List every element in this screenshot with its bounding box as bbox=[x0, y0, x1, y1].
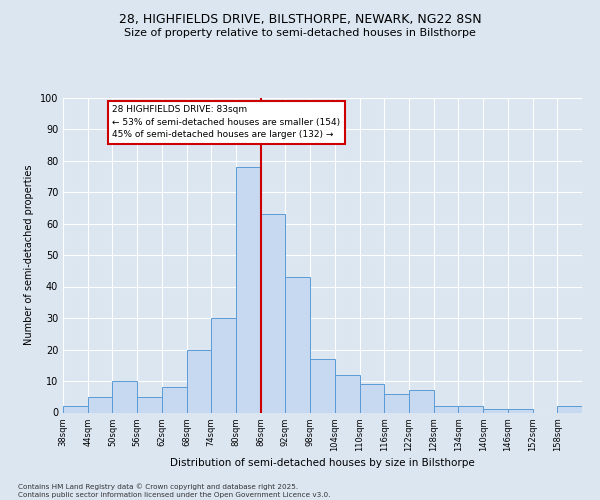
Bar bbox=[483, 410, 508, 412]
Bar bbox=[384, 394, 409, 412]
Bar bbox=[236, 167, 261, 412]
Bar bbox=[137, 397, 162, 412]
Bar bbox=[310, 359, 335, 412]
Y-axis label: Number of semi-detached properties: Number of semi-detached properties bbox=[24, 165, 34, 346]
Bar bbox=[359, 384, 384, 412]
X-axis label: Distribution of semi-detached houses by size in Bilsthorpe: Distribution of semi-detached houses by … bbox=[170, 458, 475, 468]
Text: Size of property relative to semi-detached houses in Bilsthorpe: Size of property relative to semi-detach… bbox=[124, 28, 476, 38]
Text: 28, HIGHFIELDS DRIVE, BILSTHORPE, NEWARK, NG22 8SN: 28, HIGHFIELDS DRIVE, BILSTHORPE, NEWARK… bbox=[119, 12, 481, 26]
Bar bbox=[63, 406, 88, 412]
Bar bbox=[286, 277, 310, 412]
Bar bbox=[112, 381, 137, 412]
Bar bbox=[458, 406, 483, 412]
Text: 28 HIGHFIELDS DRIVE: 83sqm
← 53% of semi-detached houses are smaller (154)
45% o: 28 HIGHFIELDS DRIVE: 83sqm ← 53% of semi… bbox=[112, 106, 341, 140]
Bar bbox=[261, 214, 286, 412]
Bar bbox=[434, 406, 458, 412]
Bar bbox=[88, 397, 112, 412]
Bar bbox=[409, 390, 434, 412]
Bar bbox=[187, 350, 211, 412]
Bar bbox=[211, 318, 236, 412]
Bar bbox=[557, 406, 582, 412]
Bar bbox=[335, 374, 359, 412]
Bar bbox=[508, 410, 533, 412]
Bar bbox=[162, 388, 187, 412]
Text: Contains HM Land Registry data © Crown copyright and database right 2025.
Contai: Contains HM Land Registry data © Crown c… bbox=[18, 484, 331, 498]
